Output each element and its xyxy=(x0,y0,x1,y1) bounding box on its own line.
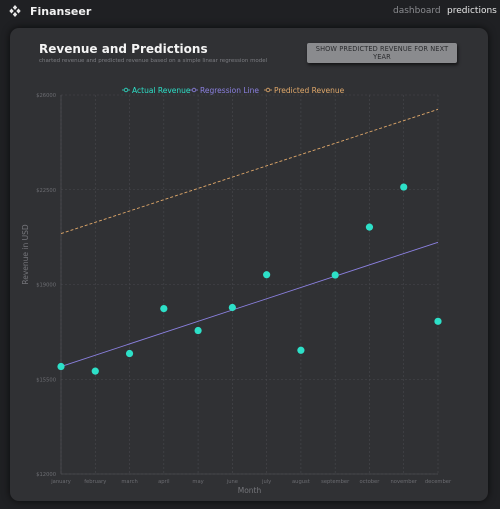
x-tick-label: july xyxy=(261,479,271,485)
legend-predicted-revenue[interactable]: Predicted Revenue xyxy=(274,86,345,95)
x-tick-label: december xyxy=(425,479,452,485)
diamonds-logo-icon xyxy=(9,5,21,17)
regression-line[interactable] xyxy=(60,241,439,367)
chart-grid xyxy=(60,94,439,475)
x-axis-label: Month xyxy=(238,486,262,495)
x-tick-label: october xyxy=(360,479,381,485)
card-title: Revenue and Predictions xyxy=(39,42,208,56)
legend-actual-revenue-marker xyxy=(123,87,129,93)
actual-revenue-point[interactable] xyxy=(57,362,65,371)
actual-revenue-point[interactable] xyxy=(434,317,442,325)
brand-name[interactable]: Finanseer xyxy=(30,5,92,18)
actual-revenue-point[interactable] xyxy=(228,303,236,312)
x-tick-label: september xyxy=(321,479,350,485)
y-tick-label: $12000 xyxy=(36,472,56,478)
legend-regression-line[interactable]: Regression Line xyxy=(200,86,259,95)
x-tick-label: february xyxy=(84,479,106,485)
top-navbar: Finanseer dashboard predictions xyxy=(0,0,500,24)
y-tick-label: $22500 xyxy=(36,188,56,194)
x-tick-label: april xyxy=(158,479,170,485)
x-tick-label: june xyxy=(226,479,238,485)
show-predictions-button[interactable]: SHOW PREDICTED REVENUE FOR NEXT YEAR xyxy=(307,43,457,63)
legend-regression-line-marker xyxy=(191,87,197,93)
nav-predictions[interactable]: predictions xyxy=(447,6,497,16)
legend-actual-revenue[interactable]: Actual Revenue xyxy=(132,86,191,95)
actual-revenue-point[interactable] xyxy=(263,271,271,279)
actual-revenue-point[interactable] xyxy=(400,183,408,191)
y-tick-label: $15500 xyxy=(36,377,56,383)
chart-axes: $12000 $15500 $19000 $22500 $26000 january feb… xyxy=(36,93,452,485)
y-tick-label: $19000 xyxy=(36,283,56,289)
actual-revenue-point[interactable] xyxy=(194,326,202,335)
x-tick-label: january xyxy=(50,479,71,485)
actual-revenue-point[interactable] xyxy=(125,349,134,358)
predicted-revenue-line[interactable] xyxy=(60,108,439,235)
legend-predicted-revenue-marker xyxy=(265,87,271,93)
actual-revenue-point[interactable] xyxy=(365,223,374,231)
nav-dashboard[interactable]: dashboard xyxy=(393,6,441,16)
predictions-card: Revenue and Predictions charted revenue … xyxy=(10,28,488,501)
chart-series xyxy=(57,108,442,375)
chart-legend[interactable]: Actual Revenue Regression Line Predicted R… xyxy=(122,86,345,95)
actual-revenue-point[interactable] xyxy=(160,304,168,313)
x-tick-label: may xyxy=(192,479,203,485)
card-subtitle: charted revenue and predicted revenue ba… xyxy=(39,58,268,64)
actual-revenue-point[interactable] xyxy=(297,346,305,354)
x-tick-label: march xyxy=(121,479,137,485)
actual-revenue-point[interactable] xyxy=(331,271,339,279)
y-axis-label: Revenue in USD xyxy=(21,224,30,285)
y-tick-label: $26000 xyxy=(36,93,56,99)
x-tick-label: november xyxy=(391,479,418,485)
x-tick-label: august xyxy=(292,479,310,485)
actual-revenue-point[interactable] xyxy=(91,367,99,375)
